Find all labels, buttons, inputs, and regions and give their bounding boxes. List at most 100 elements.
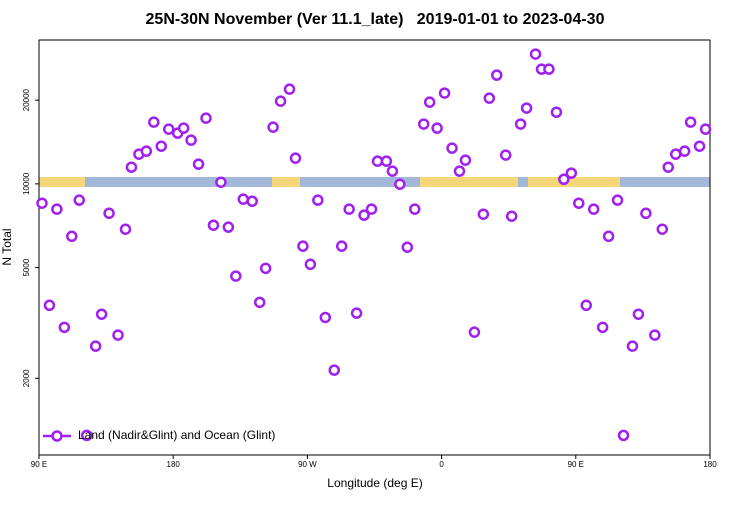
data-point [550, 106, 563, 118]
data-point [222, 221, 235, 233]
data-point [684, 116, 697, 128]
data-point [380, 155, 393, 167]
data-point [200, 112, 212, 124]
data-point [423, 96, 436, 108]
data-point [297, 240, 309, 252]
data-point [580, 299, 592, 312]
data-point [386, 165, 399, 177]
data-point [51, 203, 63, 215]
data-point [453, 165, 466, 177]
data-point [304, 258, 317, 271]
data-point [505, 210, 518, 222]
data-point [483, 92, 496, 104]
data-point [148, 116, 160, 128]
data-point [274, 95, 287, 107]
x-tick-label: 90 W [298, 460, 317, 469]
data-point [669, 148, 682, 160]
data-point [103, 207, 115, 220]
x-tick-label: 180 [167, 460, 181, 469]
data-point [89, 340, 102, 352]
data-point [499, 149, 512, 161]
data-point [80, 429, 93, 442]
data-point [409, 203, 421, 215]
data-point [529, 48, 542, 60]
data-point [95, 308, 108, 320]
x-tick-label: 0 [439, 460, 444, 469]
data-point [678, 145, 691, 157]
data-point [350, 307, 363, 319]
land-band [528, 177, 620, 187]
x-tick-label: 90 E [31, 460, 47, 469]
x-tick-label: 180 [703, 460, 717, 469]
data-point [312, 194, 324, 206]
data-point [596, 321, 609, 334]
legend-marker [51, 430, 63, 442]
data-point [640, 207, 652, 220]
data-point [520, 102, 533, 114]
y-tick-label: 10000 [22, 172, 31, 195]
data-point [66, 230, 78, 243]
data-point [140, 145, 153, 157]
data-point [43, 299, 56, 312]
data-point [246, 195, 258, 207]
data-point [565, 167, 578, 179]
ocean-band [39, 177, 710, 187]
y-tick-label: 2000 [22, 369, 31, 387]
data-point [587, 203, 600, 215]
data-point [699, 123, 712, 135]
data-point [514, 118, 527, 130]
data-point [73, 194, 86, 206]
data-point [573, 197, 585, 209]
data-point [649, 329, 661, 341]
data-point [656, 223, 669, 235]
data-point [185, 134, 197, 146]
data-point [693, 140, 706, 152]
data-point [155, 140, 168, 152]
data-point [358, 209, 370, 221]
plot-frame [38, 39, 711, 456]
data-point [401, 241, 414, 253]
legend-label: Land (Nadir&Glint) and Ocean (Glint) [78, 428, 275, 442]
chart-title: 25N-30N November (Ver 11.1_late) 2019-01… [146, 11, 605, 28]
data-point [446, 142, 458, 154]
data-point [632, 308, 645, 320]
data-point [343, 203, 355, 215]
data-point [192, 158, 205, 170]
data-point [267, 121, 279, 133]
y-tick-label: 20000 [22, 88, 31, 111]
data-point [119, 223, 132, 235]
data-point [417, 118, 430, 130]
data-point [283, 83, 296, 95]
data-point [328, 364, 340, 376]
data-point [58, 321, 71, 334]
data-point [438, 87, 451, 99]
land-ocean-band [39, 177, 710, 187]
data-point [558, 173, 570, 185]
data-point [491, 69, 503, 81]
data-point [617, 429, 630, 442]
data-point [431, 122, 443, 134]
data-point [459, 154, 472, 166]
x-tick-label: 90 E [568, 460, 584, 469]
data-point [611, 194, 624, 206]
data-point [36, 197, 48, 209]
data-point [662, 161, 674, 173]
data-point [319, 311, 332, 324]
data-point [237, 193, 250, 205]
land-band [39, 177, 85, 187]
land-band [420, 177, 518, 187]
data-point [626, 340, 639, 352]
data-point [543, 63, 555, 75]
land-band [272, 177, 300, 187]
data-point [394, 178, 406, 190]
data-point [125, 161, 138, 173]
data-point [602, 230, 615, 243]
data-point [365, 203, 378, 215]
data-point [289, 152, 302, 164]
data-point [477, 208, 490, 220]
data-point [259, 262, 272, 275]
data-point [177, 122, 190, 134]
y-axis-label: N Total [0, 228, 14, 265]
